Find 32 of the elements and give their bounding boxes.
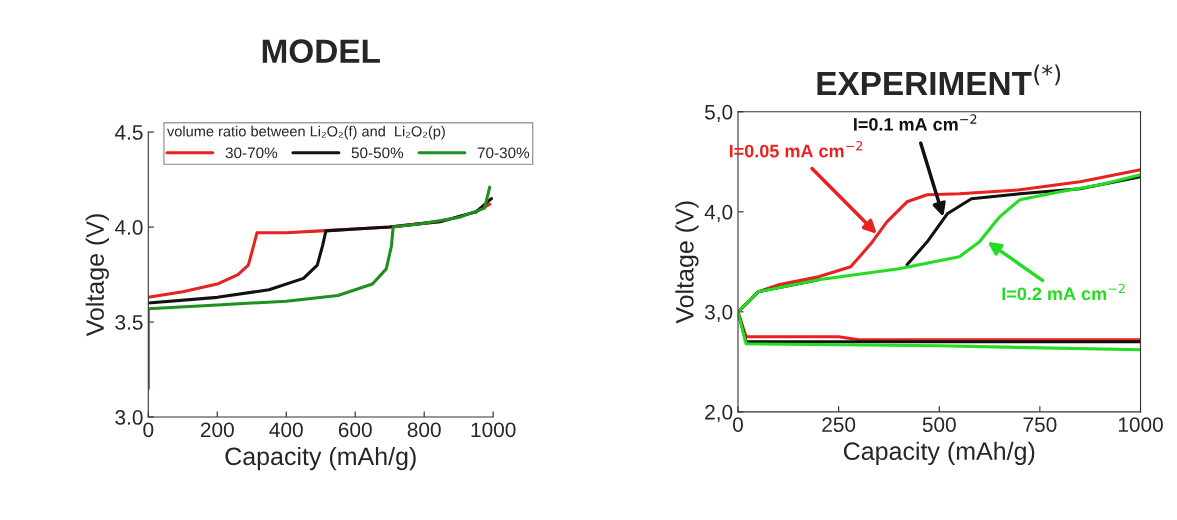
y-tick-label: 3.0 — [115, 410, 143, 425]
chart-title: MODEL — [262, 39, 380, 63]
x-tick-label: 0 — [733, 417, 743, 432]
y-tick-label: 3.5 — [115, 315, 143, 330]
x-tick-label: 750 — [1023, 417, 1057, 432]
y-tick-label: 4,0 — [704, 204, 733, 223]
y-tick-label: 4.0 — [114, 220, 143, 235]
x-tick-label: 600 — [338, 422, 372, 438]
y-tick-label: 3,0 — [704, 304, 733, 323]
x-axis-title: Capacity (mAh/g) — [843, 441, 1035, 465]
x-tick-label: 1000 — [1118, 417, 1163, 432]
x-tick-label: 500 — [922, 417, 956, 432]
y-tick-label: 4.5 — [114, 125, 143, 140]
x-tick-label: 1000 — [471, 422, 516, 438]
x-tick-label: 200 — [200, 422, 234, 438]
annotation: I=0.2 mA cm$^{−2}$ — [1002, 283, 1125, 301]
legend-title: volume ratio between Li₂O₂(f) and Li₂O₂(p) — [167, 125, 445, 140]
x-tick-label: 0 — [143, 422, 154, 438]
y-tick-label: 2,0 — [705, 404, 733, 423]
legend-label: 70-30% — [477, 147, 530, 159]
x-axis-title: Capacity (mAh/g) — [225, 446, 416, 471]
legend-label: 30-70% — [225, 147, 278, 159]
legend-label: 50-50% — [351, 147, 404, 159]
x-tick-label: 250 — [822, 417, 856, 432]
x-tick-label: 800 — [407, 422, 441, 438]
annotation: I=0.05 mA cm$^{−2}$ — [729, 141, 863, 158]
y-tick-label: 5,0 — [704, 104, 733, 123]
annotation: I=0.1 mA cm$^{−2}$ — [854, 114, 977, 131]
y-axis-title: Voltage (V) — [85, 214, 109, 337]
x-tick-label: 400 — [269, 422, 303, 438]
y-axis-title: Voltage (V) — [675, 201, 699, 324]
chart-title: EXPERIMENT$^{(*)}$ — [817, 64, 1061, 95]
